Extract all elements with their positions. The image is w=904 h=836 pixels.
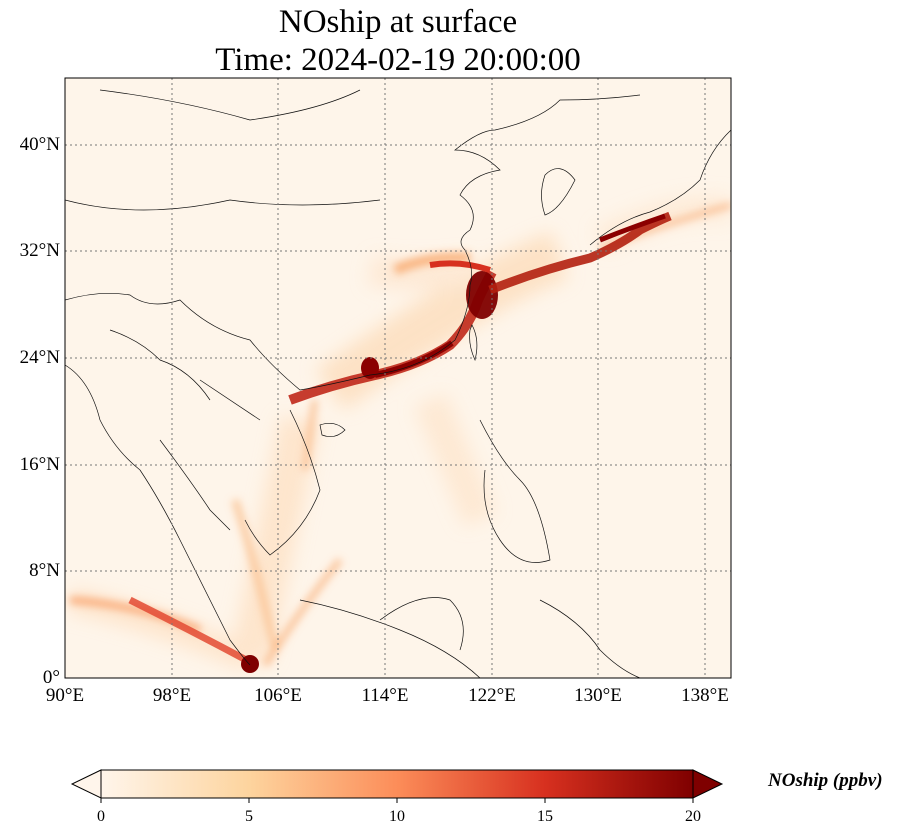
colorbar-tick-label: 5 (245, 808, 253, 826)
map-background (65, 78, 731, 678)
y-tick-label: 24°N (0, 348, 60, 368)
x-tick-label: 90°E (46, 686, 84, 706)
y-tick-label: 8°N (0, 561, 60, 581)
y-tick-label: 16°N (0, 455, 60, 475)
colorbar-tick-label: 15 (537, 808, 553, 826)
y-tick-label: 32°N (0, 241, 60, 261)
x-tick-label: 106°E (254, 686, 302, 706)
colorbar-tick-label: 0 (97, 808, 105, 826)
colorbar-tick-label: 10 (389, 808, 405, 826)
colorbar-tick-label: 20 (685, 808, 701, 826)
y-tick-label: 40°N (0, 135, 60, 155)
x-tick-label: 122°E (468, 686, 516, 706)
x-tick-label: 98°E (153, 686, 191, 706)
y-tick-label: 0° (0, 668, 60, 688)
x-tick-label: 114°E (362, 686, 409, 706)
colorbar-label: NOship (ppbv) (768, 770, 883, 792)
x-tick-label: 138°E (681, 686, 729, 706)
x-tick-label: 130°E (574, 686, 622, 706)
colorbar (72, 770, 722, 803)
